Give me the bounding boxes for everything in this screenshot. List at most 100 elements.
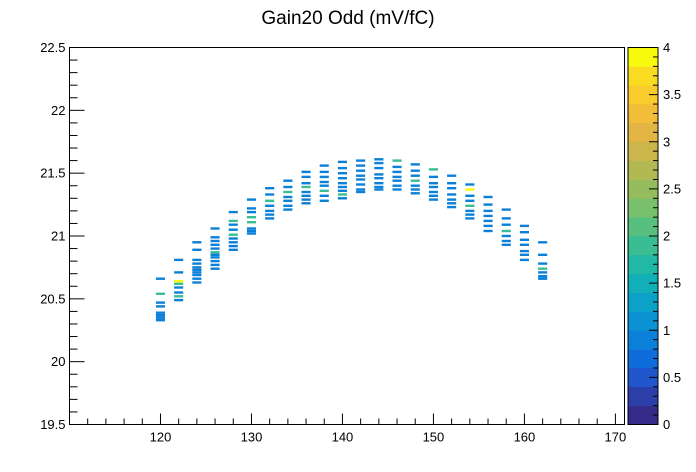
heatmap-cell-150-2 [428, 182, 438, 185]
color-bar-segment-14 [628, 141, 658, 161]
heatmap-cell-138-2 [319, 175, 329, 179]
heatmap-cell-146-4 [392, 179, 402, 182]
heatmap-cell-140-4 [337, 182, 347, 185]
color-bar-axis: 0 0.5 1 1.5 2 2.5 3 3.5 4 [649, 40, 681, 432]
heatmap-cell-130-0 [246, 198, 256, 201]
color-bar [627, 47, 659, 425]
heatmap-cell-126-7 [210, 256, 220, 259]
heatmap-cell-144-5 [374, 182, 384, 185]
heatmap-cell-124-5 [192, 268, 202, 272]
heatmap-cell-124-8 [192, 277, 202, 280]
heatmap-cell-120-2 [155, 301, 165, 304]
heatmap-cell-128-1 [228, 219, 238, 223]
color-bar-segment-19 [628, 47, 658, 67]
heatmap-cell-158-6 [501, 243, 511, 246]
heatmap-cell-128-8 [228, 248, 238, 251]
heatmap-cell-152-3 [447, 193, 457, 196]
heatmap-cell-142-3 [356, 174, 366, 177]
heatmap-cell-142-2 [356, 169, 366, 172]
color-bar-segment-7 [628, 273, 658, 293]
heatmap-cell-126-5 [210, 251, 220, 254]
heatmap-cell-162-3 [538, 267, 548, 270]
heatmap-cell-144-7 [374, 188, 384, 191]
heatmap-cell-138-7 [319, 199, 329, 202]
heatmap-cell-122-7 [174, 298, 184, 302]
heatmap-cell-140-0 [337, 160, 347, 164]
heatmap-cell-150-5 [428, 194, 438, 197]
x-tick-label-0: 120 [150, 430, 172, 445]
color-bar-segment-13 [628, 160, 658, 180]
heatmap-cell-158-2 [501, 223, 511, 226]
x-tick-label-3: 150 [423, 430, 445, 445]
heatmap-cell-162-5 [538, 275, 548, 278]
heatmap-cell-156-4 [483, 219, 493, 223]
z-tick-label-2: 1 [663, 323, 670, 338]
heatmap-cell-142-7 [356, 190, 366, 194]
heatmap-cell-154-7 [465, 217, 475, 220]
heatmap-cell-148-4 [410, 184, 420, 187]
heatmap-cell-136-5 [301, 194, 311, 197]
heatmap-cell-162-1 [538, 253, 548, 256]
color-bar-segment-10 [628, 217, 658, 237]
heatmap-cell-126-2 [210, 239, 220, 243]
heatmap-cell-134-0 [283, 179, 293, 182]
heatmap-cell-142-5 [356, 183, 366, 186]
heatmap-cell-150-3 [428, 185, 438, 189]
heatmap-cell-142-0 [356, 159, 366, 162]
heatmap-cell-142-6 [356, 188, 366, 191]
heatmap-cell-158-0 [501, 208, 511, 211]
heatmap-cell-144-0 [374, 158, 384, 161]
heatmap-cell-138-4 [319, 184, 329, 187]
heatmap-cell-154-3 [465, 199, 475, 202]
heatmap-cell-132-3 [265, 204, 275, 207]
heatmap-cell-140-5 [337, 185, 347, 189]
color-bar-segment-8 [628, 254, 658, 274]
heatmap-cell-126-9 [210, 263, 220, 267]
heatmap-cell-158-3 [501, 229, 511, 233]
heatmap-cell-120-4 [155, 311, 165, 314]
heatmap-cell-146-5 [392, 184, 402, 187]
heatmap-cell-128-4 [228, 233, 238, 236]
heatmap-cell-120-3 [155, 305, 165, 308]
heatmap-cell-154-4 [465, 204, 475, 207]
heatmap-cell-136-6 [301, 198, 311, 201]
heatmap-cell-124-0 [192, 241, 202, 244]
heatmap-cell-152-5 [447, 202, 457, 205]
heatmap-cell-140-1 [337, 166, 347, 170]
heatmap-cell-138-0 [319, 164, 329, 167]
heatmap-cell-148-3 [410, 179, 420, 182]
heatmap-cell-130-3 [246, 216, 256, 219]
heatmap-cell-150-1 [428, 175, 438, 179]
z-tick-label-6: 3 [663, 134, 670, 149]
heatmap-cell-128-0 [228, 210, 238, 214]
heatmap-cell-160-5 [519, 253, 529, 256]
heatmap-cell-120-0 [155, 277, 165, 280]
heatmap-cell-132-2 [265, 199, 275, 202]
heatmap-cell-128-6 [228, 241, 238, 244]
z-tick-label-0: 0 [663, 417, 670, 432]
heatmap-cell-134-1 [283, 185, 293, 189]
x-tick-label-4: 160 [514, 430, 536, 445]
heatmap-cell-132-1 [265, 193, 275, 196]
heatmap-cell-134-5 [283, 204, 293, 207]
heatmap-cell-122-0 [174, 258, 184, 262]
x-tick-label-2: 140 [332, 430, 354, 445]
heatmap-cell-156-1 [483, 203, 493, 206]
heatmap-cell-124-2 [192, 258, 202, 262]
heatmap-cell-154-6 [465, 213, 475, 216]
heatmap-cell-150-6 [428, 198, 438, 201]
heatmap-cell-136-0 [301, 170, 311, 174]
heatmap-cell-140-7 [337, 193, 347, 196]
y-tick-label-4: 21.5 [40, 166, 65, 181]
color-bar-segment-9 [628, 236, 658, 256]
y-axis: 19.5 20 20.5 21 21.5 22 22.5 [40, 40, 85, 432]
heatmap-cell-160-0 [519, 224, 529, 228]
heatmap-cell-146-2 [392, 170, 402, 174]
heatmap-cell-146-0 [392, 159, 402, 162]
z-tick-label-8: 4 [663, 40, 670, 55]
heatmap-cell-148-1 [410, 169, 420, 172]
heatmap-cell-126-3 [210, 243, 220, 246]
color-bar-segment-12 [628, 179, 658, 199]
color-bar-segment-17 [628, 85, 658, 105]
heatmap-cell-126-0 [210, 227, 220, 230]
